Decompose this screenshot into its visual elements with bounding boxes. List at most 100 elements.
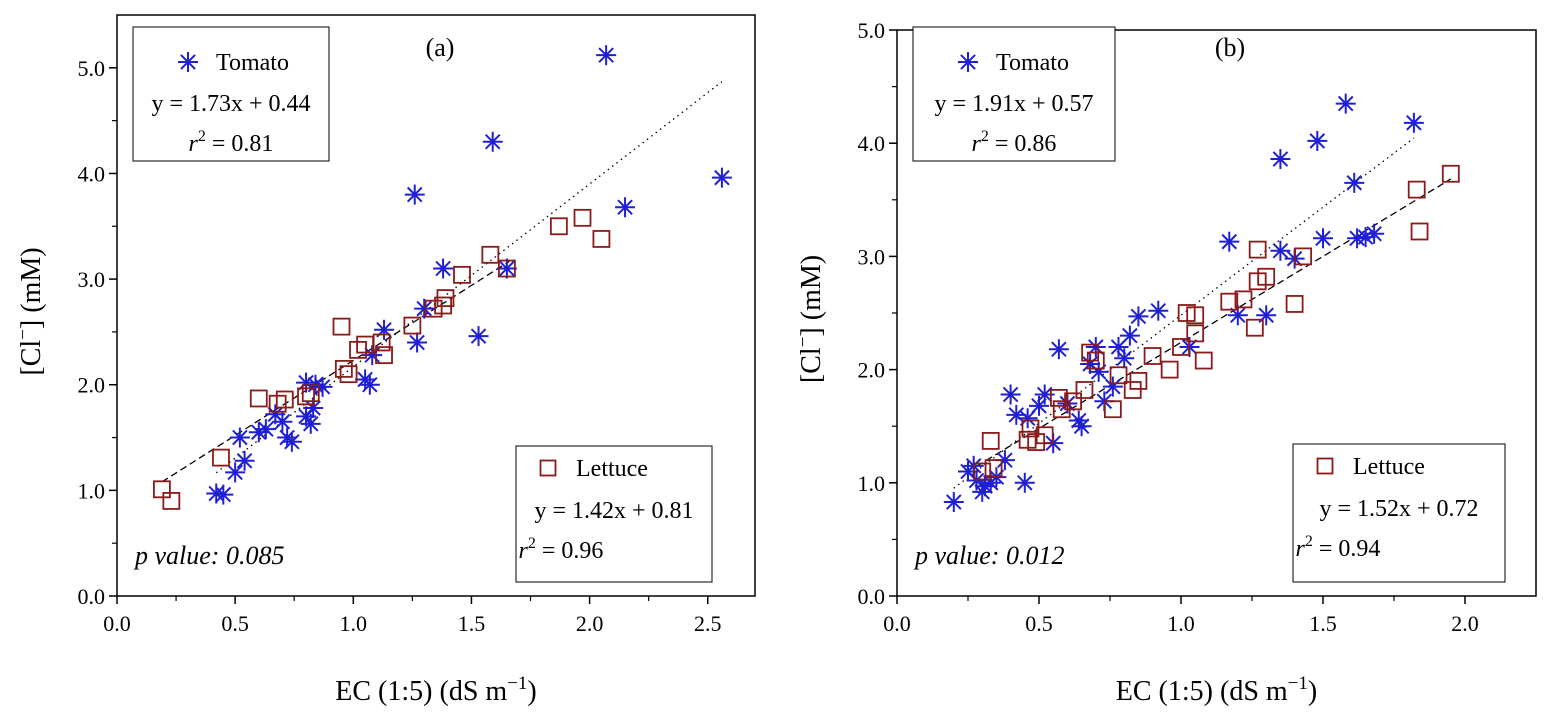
data-point [1194, 351, 1213, 370]
data-point [1270, 240, 1291, 261]
data-point [375, 346, 393, 365]
r-squared-value: = 0.96 [536, 538, 604, 564]
data-point [1014, 472, 1035, 493]
data-point [1245, 318, 1264, 337]
r-squared-symbol: r [972, 131, 982, 157]
r-squared-value: = 0.86 [989, 131, 1057, 157]
data-point [1294, 247, 1313, 266]
data-point [424, 299, 443, 318]
data-point [1102, 376, 1123, 397]
r-squared-symbol: r [189, 131, 199, 157]
data-point [592, 230, 611, 248]
panel-label: (a) [426, 33, 455, 62]
data-point [1364, 223, 1385, 244]
r-squared-value: = 0.94 [1313, 536, 1381, 562]
x-tick-label: 0.0 [883, 611, 911, 636]
data-point [573, 208, 592, 227]
data-point [1114, 348, 1135, 369]
y-axis-title: [Cl−] (mM) [793, 255, 827, 383]
data-point [1021, 419, 1040, 438]
fit-equation: y = 1.52x + 0.72 [1319, 496, 1478, 522]
data-point [275, 390, 294, 409]
data-point [407, 332, 428, 353]
y-tick-label: 1.0 [78, 478, 106, 503]
data-point [229, 427, 250, 448]
data-point [1129, 372, 1148, 390]
data-point [1172, 338, 1190, 356]
data-point [403, 316, 422, 335]
y-tick-label: 0.0 [78, 584, 106, 609]
data-point [404, 184, 425, 205]
y-tick-label: 2.0 [78, 373, 106, 398]
y-tick-label: 3.0 [78, 267, 106, 292]
data-point [1071, 416, 1092, 437]
data-point [1344, 172, 1365, 193]
data-point [497, 259, 516, 278]
data-point [1410, 222, 1429, 241]
series-lettuce [973, 164, 1460, 481]
data-point [615, 197, 636, 218]
fit-equation: y = 1.42x + 0.81 [534, 498, 693, 524]
data-point [332, 317, 351, 336]
x-tick-label: 0.5 [1025, 611, 1053, 636]
data-point [482, 131, 503, 152]
data-point [1270, 149, 1291, 170]
data-point [339, 365, 358, 384]
data-point [981, 432, 1000, 450]
data-point [349, 340, 367, 359]
data-point [1049, 388, 1068, 407]
y-axis-title: [Cl−] (mM) [13, 247, 47, 375]
x-axis-title-sup: −1 [1288, 673, 1308, 694]
data-point [1403, 112, 1424, 133]
legend-lettuce: Lettuce y = 1.52x + 0.72 r2 = 0.94 [1292, 443, 1506, 583]
data-point [1257, 267, 1276, 286]
r-squared: r2 = 0.86 [972, 128, 1057, 157]
data-point [212, 448, 230, 467]
legend-series-name: Tomato [996, 50, 1069, 76]
data-point [1064, 392, 1082, 411]
data-point [152, 480, 171, 499]
data-point [433, 258, 454, 279]
x-axis-title-sup: −1 [507, 673, 527, 694]
data-point [301, 384, 320, 403]
r-squared: r2 = 0.96 [519, 535, 604, 564]
r-squared-exp: 2 [1305, 533, 1313, 550]
data-point [272, 411, 293, 432]
data-point [1148, 300, 1169, 321]
x-tick-label: 0.5 [221, 611, 249, 636]
y-axis-title-end: ] (mM) [16, 247, 47, 329]
panel-a: 0.0 0.5 1.0 1.5 2.0 2.5 0.0 1.0 2.0 3.0 4.0 5.0 EC (… [13, 14, 756, 707]
data-point [300, 413, 321, 434]
y-tick-label: 3.0 [858, 244, 886, 269]
r-squared-exp: 2 [528, 535, 536, 552]
data-point [255, 419, 276, 440]
y-tick-label: 5.0 [858, 18, 886, 43]
y-tick-label: 0.0 [858, 584, 886, 609]
r-squared: r2 = 0.81 [189, 128, 274, 157]
r-squared: r2 = 0.94 [1296, 533, 1381, 562]
data-point [281, 431, 302, 452]
data-point [1248, 240, 1267, 259]
data-point [213, 484, 234, 505]
data-point [1355, 227, 1376, 248]
data-point [1048, 339, 1069, 360]
data-point [1075, 381, 1094, 399]
x-axis-title-main: EC (1:5) (dS m [335, 676, 507, 707]
y-axis-title-sup: − [793, 337, 814, 348]
x-tick-label: 2.5 [694, 611, 722, 636]
x-tick-label: 1.5 [1309, 611, 1337, 636]
data-point [1285, 295, 1304, 313]
data-point [1109, 366, 1128, 385]
data-point [234, 450, 255, 471]
data-point [312, 376, 333, 397]
data-point [1407, 180, 1426, 199]
fit-line-lettuce [976, 178, 1452, 467]
data-point [1219, 231, 1240, 252]
legend-box [1292, 443, 1506, 583]
data-point [436, 289, 455, 308]
series-tomato [943, 93, 1424, 513]
data-point [1128, 306, 1149, 327]
y-tick-label: 4.0 [858, 131, 886, 156]
data-point [1085, 336, 1106, 357]
